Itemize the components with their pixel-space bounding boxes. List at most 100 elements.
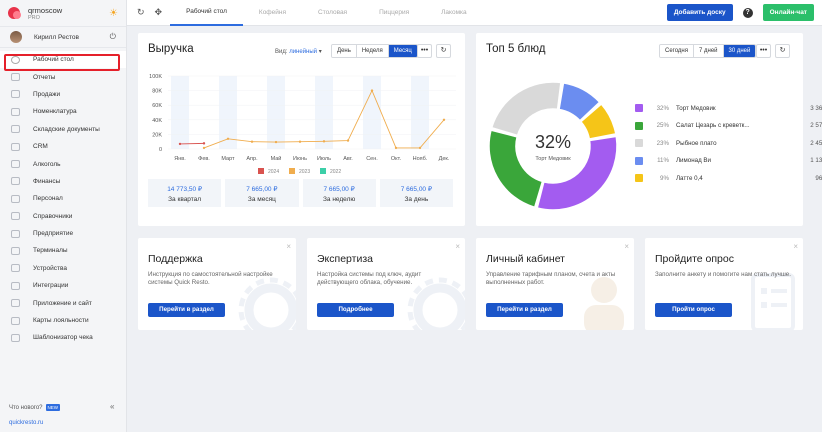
legend-label[interactable]: 2022: [330, 169, 341, 175]
refresh-chart-button[interactable]: ↻: [436, 44, 451, 58]
receipt-icon: [11, 333, 20, 342]
sidebar-item-finance[interactable]: Финансы: [0, 173, 126, 190]
survey-go-button[interactable]: Пройти опрос: [655, 303, 732, 317]
y-tick-label: 40K: [152, 118, 162, 124]
stat-value: 7 665,00 ₽: [246, 186, 278, 193]
user-row[interactable]: Кирилл Рестов ⏻: [0, 26, 126, 48]
logout-power-icon[interactable]: ⏻: [109, 32, 116, 41]
period-month-button[interactable]: Месяц: [388, 45, 417, 57]
support-go-button[interactable]: Перейти в раздел: [148, 303, 225, 317]
period-day-button[interactable]: День: [332, 45, 357, 57]
top5-legend-row[interactable]: 32% Торт Медовик 3 360,00 ₽: [635, 104, 822, 112]
top5-legend-row[interactable]: 23% Рыбное плато 2 457,00 ₽: [635, 139, 822, 147]
collapse-sidebar-icon[interactable]: «: [110, 402, 115, 411]
legend-amount: 2 457,00 ₽: [810, 139, 822, 147]
donut-slice-0[interactable]: [536, 135, 618, 211]
sidebar-item-enterprise[interactable]: Предприятие: [0, 225, 126, 242]
more-options-button[interactable]: •••: [756, 44, 771, 58]
sidebar-item-nomenclature[interactable]: Номенклатура: [0, 103, 126, 120]
tab-lakomka[interactable]: Лакомка: [441, 9, 467, 16]
sidebar-item-label: Устройства: [33, 264, 68, 272]
tab-dashboard[interactable]: Рабочий стол: [170, 0, 243, 26]
data-point[interactable]: [322, 140, 326, 143]
period-30days-button[interactable]: 30 дней: [723, 45, 756, 57]
add-board-button[interactable]: Добавить доску: [666, 4, 733, 21]
data-point[interactable]: [202, 142, 206, 145]
tab-pizzeria[interactable]: Пиццерия: [379, 9, 410, 16]
top5-donut-chart: 32% Торт Медовик: [488, 81, 618, 211]
legend-label[interactable]: 2023: [299, 169, 310, 175]
theme-toggle-sun-icon[interactable]: ☀: [109, 7, 118, 19]
data-point[interactable]: [418, 146, 422, 150]
data-point[interactable]: [202, 146, 206, 150]
account-go-button[interactable]: Перейти в раздел: [486, 303, 563, 317]
more-options-button[interactable]: •••: [417, 44, 432, 58]
sidebar-item-terminals[interactable]: Терминалы: [0, 242, 126, 259]
sidebar-item-crm[interactable]: CRM: [0, 138, 126, 155]
close-icon[interactable]: ×: [793, 242, 798, 251]
close-icon[interactable]: ×: [286, 242, 291, 251]
app-site-icon: [11, 299, 20, 308]
sidebar-item-label: Рабочий стол: [33, 56, 74, 64]
donut-slice-4[interactable]: [579, 102, 617, 140]
legend-label[interactable]: 2024: [268, 169, 279, 175]
sidebar-item-receipt-templates[interactable]: Шаблонизатор чека: [0, 329, 126, 346]
y-tick-label: 20K: [152, 132, 162, 138]
person-background-icon: [584, 277, 624, 330]
sidebar-item-loyalty-cards[interactable]: Карты лояльности: [0, 312, 126, 329]
refresh-chart-button[interactable]: ↻: [775, 44, 790, 58]
data-point[interactable]: [370, 89, 374, 92]
tab-coffee-shop[interactable]: Кофейня: [258, 9, 287, 16]
legend-pct: 9%: [660, 174, 669, 182]
promo-text: Инструкция по самостоятельной настройке …: [148, 271, 273, 286]
legend-swatch: [635, 156, 643, 165]
period-today-button[interactable]: Сегодня: [660, 45, 694, 57]
whats-new-link[interactable]: Что нового? NEW: [9, 404, 61, 411]
data-point[interactable]: [226, 137, 230, 140]
sidebar-item-app-site[interactable]: Приложение и сайт: [0, 294, 126, 311]
close-icon[interactable]: ×: [624, 242, 629, 251]
x-tick-label: Фев.: [198, 156, 210, 162]
gear-background-icon: [238, 277, 296, 330]
data-point[interactable]: [394, 146, 398, 150]
sidebar-item-label: Справочники: [33, 212, 73, 220]
data-point[interactable]: [442, 118, 446, 122]
top5-legend-row[interactable]: 25% Салат Цезарь с креветк... 2 572,50 ₽: [635, 121, 822, 130]
legend-amount: 3 360,00 ₽: [810, 104, 822, 112]
refresh-icon[interactable]: ↻: [137, 7, 145, 17]
sidebar-item-devices[interactable]: Устройства: [0, 260, 126, 277]
site-link[interactable]: quickresto.ru: [9, 420, 44, 426]
sidebar-item-directories[interactable]: Справочники: [0, 208, 126, 225]
data-point[interactable]: [250, 140, 254, 143]
sidebar-item-integrations[interactable]: Интеграции: [0, 277, 126, 294]
account-header[interactable]: qrmoscow PRO ☀: [0, 0, 126, 26]
top5-legend-row[interactable]: 11% Лимонад Ви 1 134,00 ₽: [635, 156, 822, 165]
move-icon[interactable]: ✥: [154, 7, 163, 17]
promo-text: Заполните анкету и помогите нам стать лу…: [655, 271, 791, 278]
revenue-card: Выручка Вид: линейный ▾ День Неделя Меся…: [138, 33, 465, 226]
data-point[interactable]: [274, 140, 278, 144]
expertise-more-button[interactable]: Подробнее: [317, 303, 394, 317]
period-7days-button[interactable]: 7 дней: [694, 45, 724, 57]
view-type-select[interactable]: Вид: линейный ▾: [275, 49, 322, 55]
donut-slice-3[interactable]: [558, 81, 601, 122]
online-chat-button[interactable]: Онлайн-чат: [762, 4, 814, 21]
tab-canteen[interactable]: Столовая: [318, 9, 348, 16]
donut-slice-1[interactable]: [488, 129, 544, 209]
top5-legend-row[interactable]: 9% Латте 0,4 966,00 ₽: [635, 174, 822, 182]
x-tick-label: Янв.: [174, 156, 186, 162]
help-icon[interactable]: ?: [742, 7, 753, 18]
data-point[interactable]: [178, 142, 182, 146]
sidebar-item-alcohol[interactable]: Алкоголь: [0, 155, 126, 172]
sidebar-item-label: Складские документы: [33, 125, 100, 133]
close-icon[interactable]: ×: [455, 242, 460, 251]
sidebar-item-reports[interactable]: Отчеты: [0, 68, 126, 85]
data-point[interactable]: [346, 139, 350, 142]
sidebar-item-warehouse[interactable]: Складские документы: [0, 121, 126, 138]
sidebar-item-staff[interactable]: Персонал: [0, 190, 126, 207]
legend-amount: 966,00 ₽: [815, 174, 822, 182]
period-week-button[interactable]: Неделя: [356, 45, 389, 57]
sidebar-item-sales[interactable]: Продажи: [0, 86, 126, 103]
donut-slice-2[interactable]: [490, 81, 562, 137]
data-point[interactable]: [298, 140, 302, 143]
